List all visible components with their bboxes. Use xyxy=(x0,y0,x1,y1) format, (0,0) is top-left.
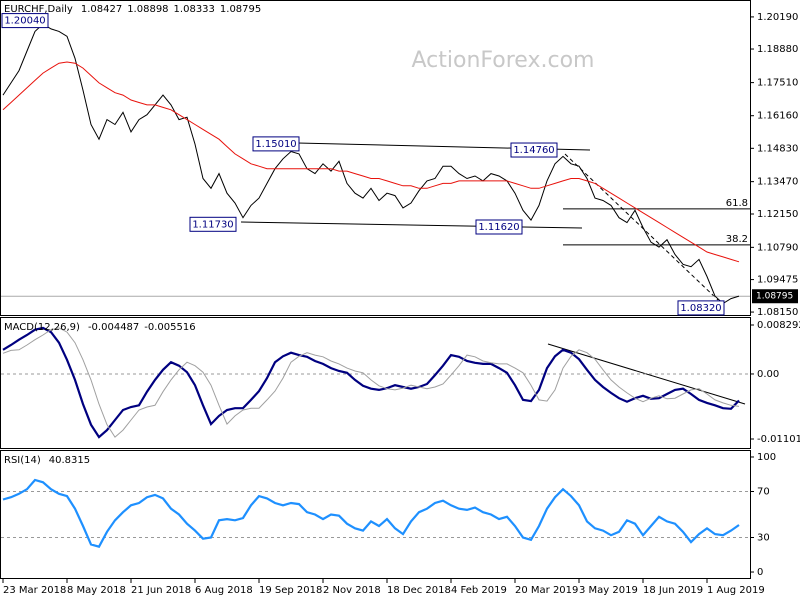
x-tick-label: 3 May 2019 xyxy=(579,585,638,596)
x-tick-label: 6 Aug 2018 xyxy=(195,585,253,596)
y-tick-label: 30 xyxy=(757,533,770,544)
annotation-label: 1.11620 xyxy=(478,222,519,233)
x-tick-label: 23 Mar 2018 xyxy=(3,585,66,596)
y-tick-label: 70 xyxy=(757,486,770,497)
x-tick-label: 8 May 2018 xyxy=(67,585,126,596)
panel-header: MACD(12,26,9) -0.004487 -0.005516 xyxy=(4,322,196,333)
y-tick-label: -0.011015 xyxy=(757,434,800,445)
panel-header: RSI(14) 40.8315 xyxy=(4,455,90,466)
watermark: ActionForex.com xyxy=(412,48,595,73)
annotation-label: 1.11730 xyxy=(192,219,233,230)
panel-title: RSI(14) xyxy=(4,455,41,466)
series-line xyxy=(2,23,740,305)
series-line xyxy=(2,61,740,263)
x-tick-label: 20 Mar 2019 xyxy=(515,585,578,596)
header-value: 1.08333 xyxy=(174,4,215,15)
annotation-box xyxy=(1,13,49,29)
rsi-panel xyxy=(0,450,751,579)
x-tick-label: 19 Sep 2018 xyxy=(259,585,322,596)
y-tick-label: 0.00 xyxy=(757,369,779,380)
series-line xyxy=(2,478,740,549)
annotation-box xyxy=(510,142,558,158)
x-tick-label: 4 Feb 2019 xyxy=(451,585,507,596)
y-tick-label: 1.17510 xyxy=(757,78,798,89)
annotation-label: 1.20040 xyxy=(4,16,45,27)
x-tick-label: 18 Dec 2018 xyxy=(387,585,451,596)
x-tick-label: 18 Jun 2019 xyxy=(643,585,703,596)
annotation-box xyxy=(475,219,523,235)
header-value: 1.08898 xyxy=(127,4,168,15)
series-line xyxy=(2,327,740,438)
header-value: -0.004487 xyxy=(88,322,139,333)
last-price-box xyxy=(752,289,798,304)
macd-panel xyxy=(0,317,751,449)
x-tick-label: 21 Jun 2018 xyxy=(131,585,191,596)
y-tick-label: 0.008292 xyxy=(757,320,800,331)
y-tick-label: 1.18880 xyxy=(757,44,798,55)
panel-title: MACD(12,26,9) xyxy=(4,322,80,333)
fib-label: 61.8 xyxy=(726,198,748,209)
last-price-label: 1.08795 xyxy=(756,292,793,302)
annotation-label: 1.15010 xyxy=(255,139,296,150)
fib-label: 38.2 xyxy=(726,234,748,245)
annotation-label: 1.14760 xyxy=(513,145,554,156)
panel-title: EURCHF,Daily xyxy=(4,4,73,15)
x-tick-label: 2 Nov 2018 xyxy=(323,585,381,596)
y-tick-label: 100 xyxy=(757,452,776,463)
y-tick-label: 1.20190 xyxy=(757,12,798,23)
annotation-label: 1.08320 xyxy=(680,303,721,314)
channel-trendline xyxy=(564,153,719,301)
panel-header: EURCHF,Daily 1.08427 1.08898 1.08333 1.08795 xyxy=(4,4,261,15)
y-tick-label: 1.10790 xyxy=(757,242,798,253)
y-tick-label: 0 xyxy=(757,567,763,578)
y-tick-label: 1.09475 xyxy=(757,275,798,286)
y-tick-label: 1.16160 xyxy=(757,111,798,122)
y-tick-label: 1.12150 xyxy=(757,209,798,220)
y-tick-label: 1.14830 xyxy=(757,143,798,154)
header-value: -0.005516 xyxy=(144,322,195,333)
y-tick-label: 1.08150 xyxy=(757,307,798,318)
annotation-box xyxy=(252,136,300,152)
header-value: 40.8315 xyxy=(49,455,90,466)
series-line xyxy=(2,326,740,439)
macd-trendline xyxy=(547,343,746,405)
x-tick-label: 1 Aug 2019 xyxy=(707,585,765,596)
annotation-box xyxy=(677,300,725,316)
price-panel xyxy=(0,0,751,316)
annotation-box xyxy=(189,216,237,232)
support-trendline xyxy=(240,221,583,229)
header-value: 1.08795 xyxy=(220,4,261,15)
header-value: 1.08427 xyxy=(81,4,122,15)
y-tick-label: 1.13470 xyxy=(757,177,798,188)
